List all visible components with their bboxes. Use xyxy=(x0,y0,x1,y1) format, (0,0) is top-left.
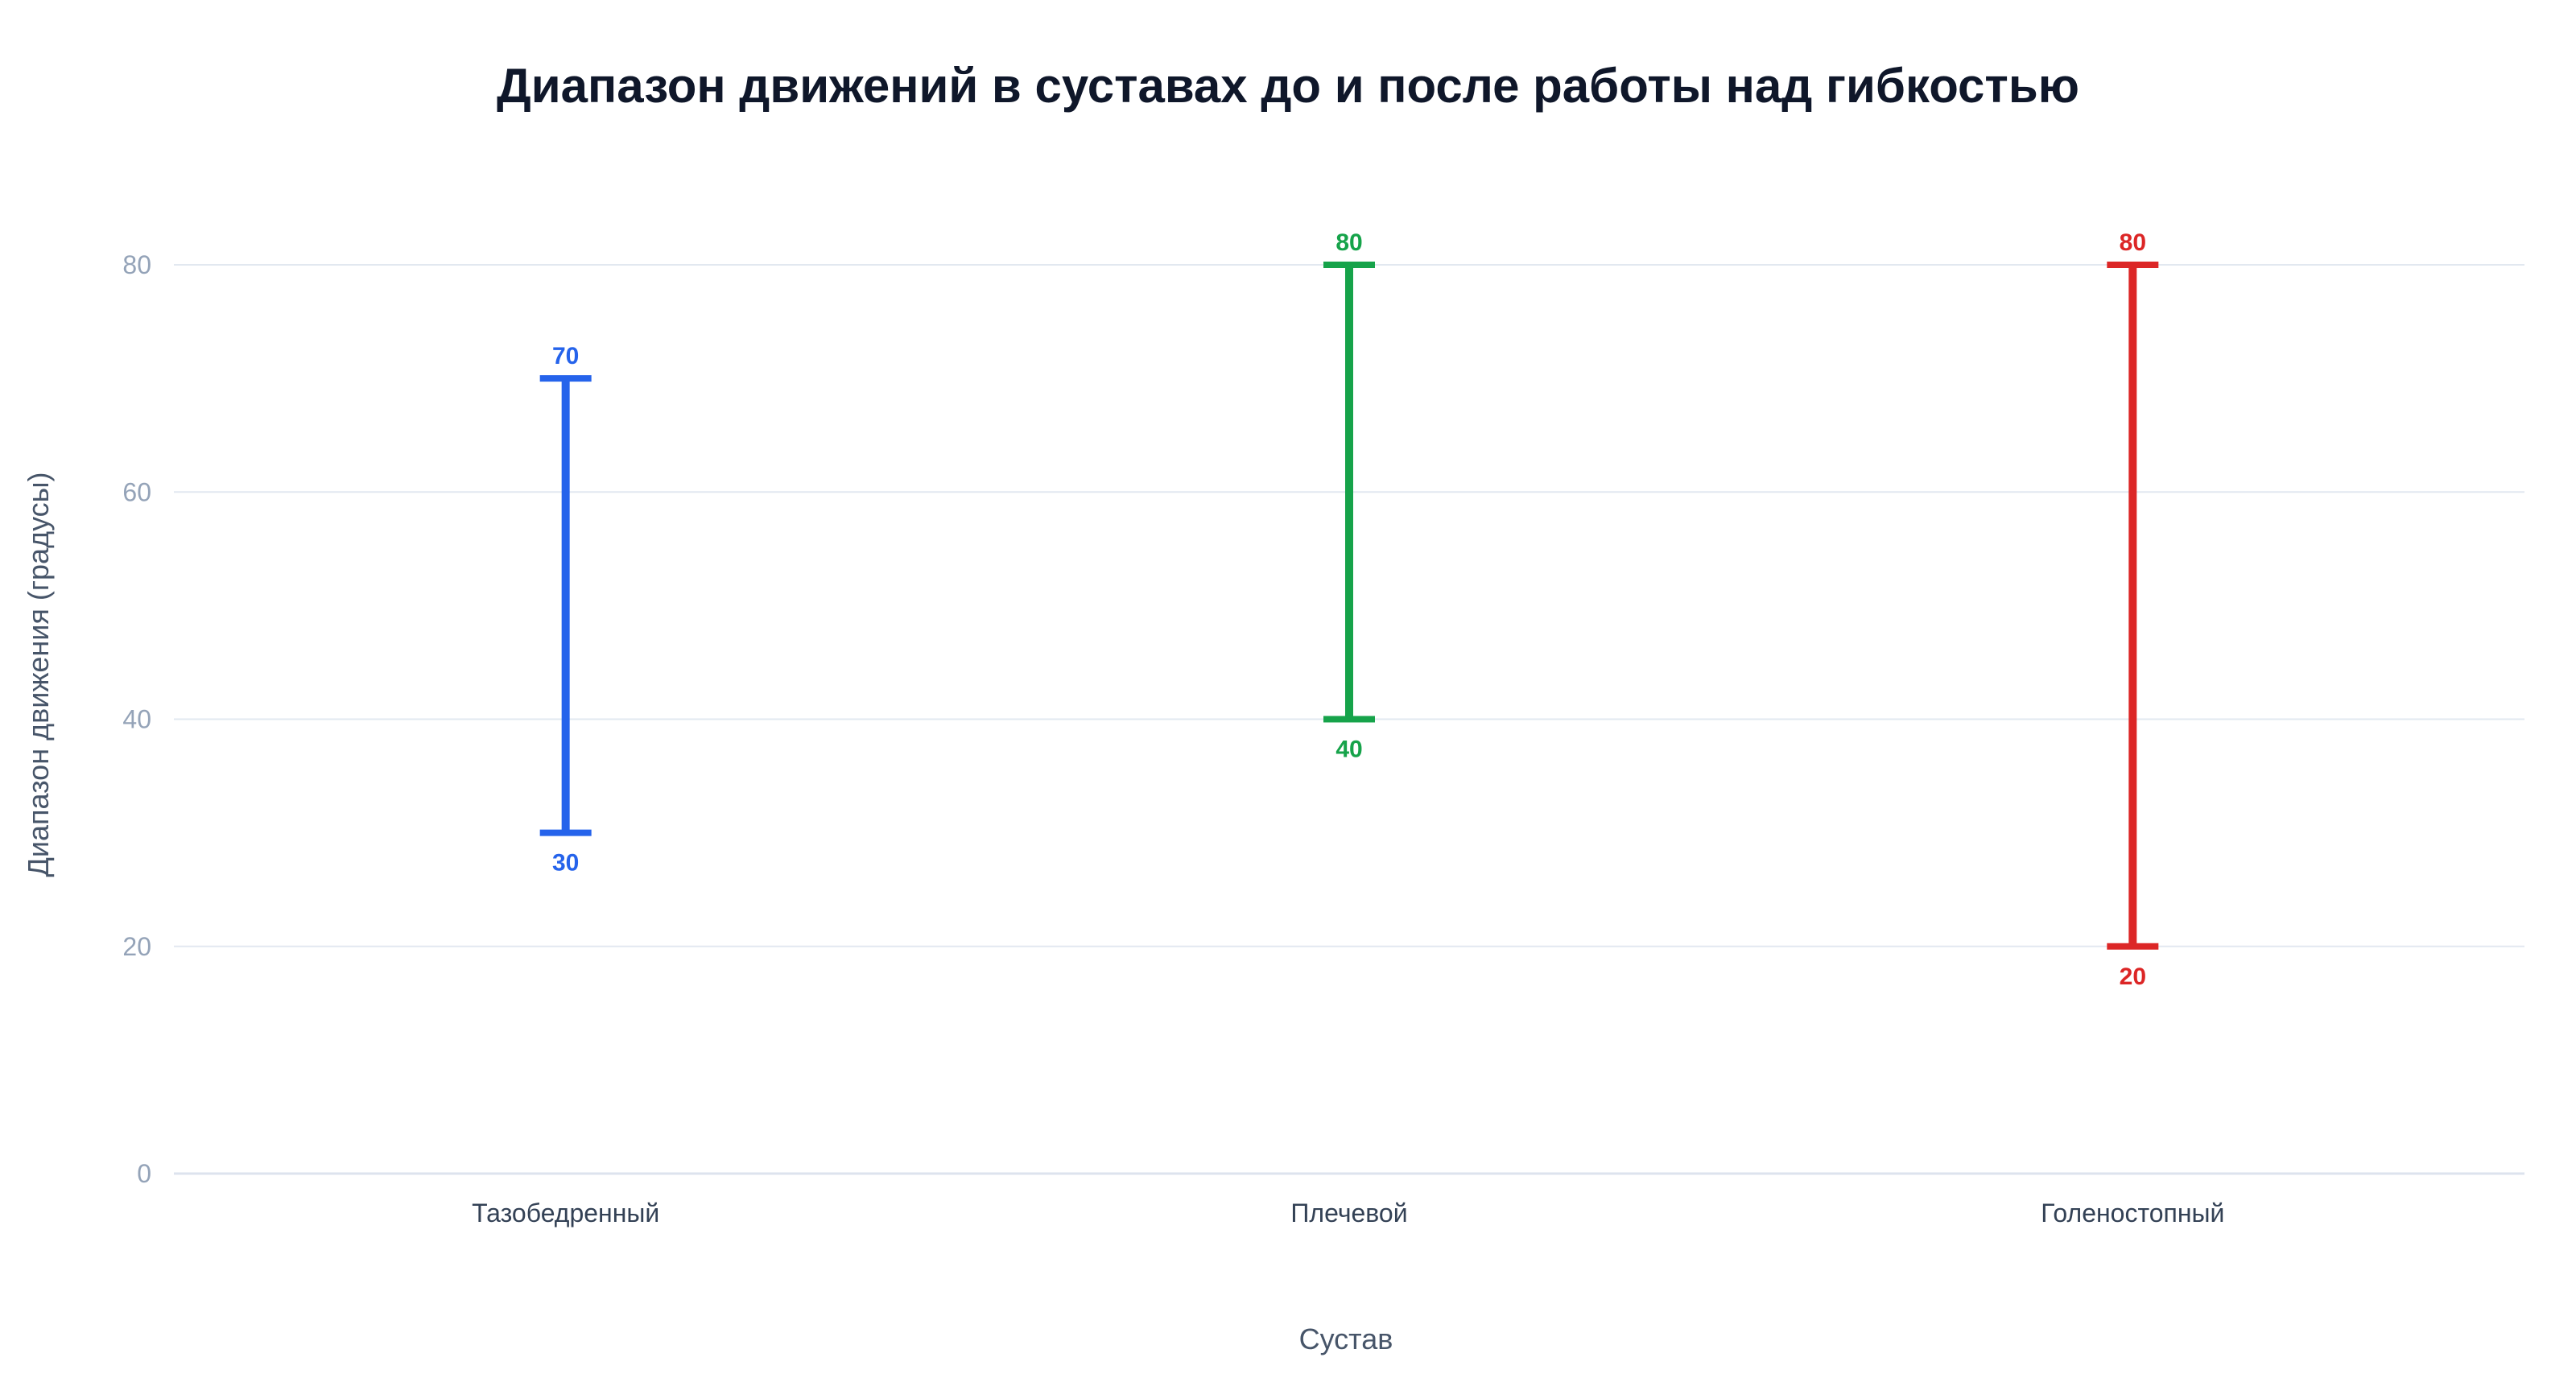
range-marks: 70 30 80 40 80 20 xyxy=(539,229,2159,990)
data-label-high: 80 xyxy=(1335,229,1362,256)
y-tick-label: 40 xyxy=(122,705,151,734)
data-label-low: 20 xyxy=(2120,963,2146,990)
x-tick-label: Голеностопный xyxy=(2041,1199,2224,1228)
y-tick-label: 0 xyxy=(137,1159,151,1188)
x-tick-label: Плечевой xyxy=(1290,1199,1407,1228)
data-label-high: 80 xyxy=(2120,229,2146,256)
data-label-high: 70 xyxy=(552,343,579,369)
y-tick-label: 80 xyxy=(122,250,151,279)
x-axis-ticks: Тазобедренный Плечевой Голеностопный xyxy=(472,1199,2224,1228)
data-label-low: 30 xyxy=(552,850,579,877)
y-axis-ticks: 0 20 40 60 80 xyxy=(122,250,151,1188)
y-tick-label: 20 xyxy=(122,932,151,961)
x-axis-title: Сустав xyxy=(1299,1322,1393,1355)
y-axis-title: Диапазон движения (градусы) xyxy=(22,472,55,877)
data-label-low: 40 xyxy=(1335,737,1362,763)
y-tick-label: 60 xyxy=(122,477,151,506)
x-tick-label: Тазобедренный xyxy=(472,1199,659,1228)
chart-title: Диапазон движений в суставах до и после … xyxy=(497,59,2079,113)
